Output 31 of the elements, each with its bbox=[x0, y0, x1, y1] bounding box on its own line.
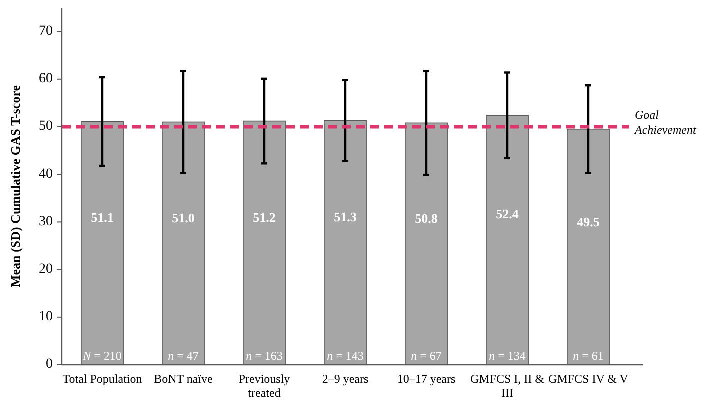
annotation: N = 210 bbox=[82, 349, 122, 363]
annotation: n = 61 bbox=[573, 349, 604, 363]
annotation: n = 47 bbox=[168, 349, 199, 363]
x-tick-label: BoNT naïve bbox=[154, 372, 213, 386]
y-tick-label: 40 bbox=[39, 166, 53, 182]
data-label: 51.3 bbox=[334, 209, 358, 224]
data-label: 51.1 bbox=[91, 210, 114, 226]
x-tick-label: GMFCS IV & V bbox=[548, 372, 629, 386]
data-label: 51.0 bbox=[172, 210, 195, 226]
y-axis-title: Mean (SD) Cumulative GAS T-score bbox=[8, 85, 23, 288]
x-tick-label: GMFCS I, II & III bbox=[470, 372, 546, 400]
annotation: n = 134 bbox=[489, 349, 526, 363]
data-label: 51.2 bbox=[253, 210, 276, 225]
data-label: 52.4 bbox=[496, 206, 520, 222]
y-tick-label: 10 bbox=[39, 310, 53, 325]
data-label: 49.5 bbox=[577, 214, 600, 230]
y-tick-label: 20 bbox=[39, 262, 53, 278]
x-tick-label: 2–9 years bbox=[322, 372, 369, 386]
y-tick-label: 30 bbox=[39, 214, 53, 230]
data-label: 50.8 bbox=[415, 210, 438, 226]
annotation: n = 67 bbox=[411, 349, 442, 363]
x-tick-label: Previously treated bbox=[238, 372, 290, 400]
x-tick-label: 10–17 years bbox=[397, 372, 456, 386]
x-tick-label: Total Population bbox=[62, 372, 142, 386]
annotation: n = 143 bbox=[327, 349, 364, 363]
ref-line-label: Goal Achievement bbox=[634, 108, 697, 137]
y-tick-label: 50 bbox=[39, 119, 53, 134]
y-tick-label: 60 bbox=[39, 72, 53, 87]
y-tick-label: 70 bbox=[39, 24, 53, 40]
annotation: n = 163 bbox=[246, 349, 283, 363]
y-tick-label: 0 bbox=[46, 357, 53, 372]
